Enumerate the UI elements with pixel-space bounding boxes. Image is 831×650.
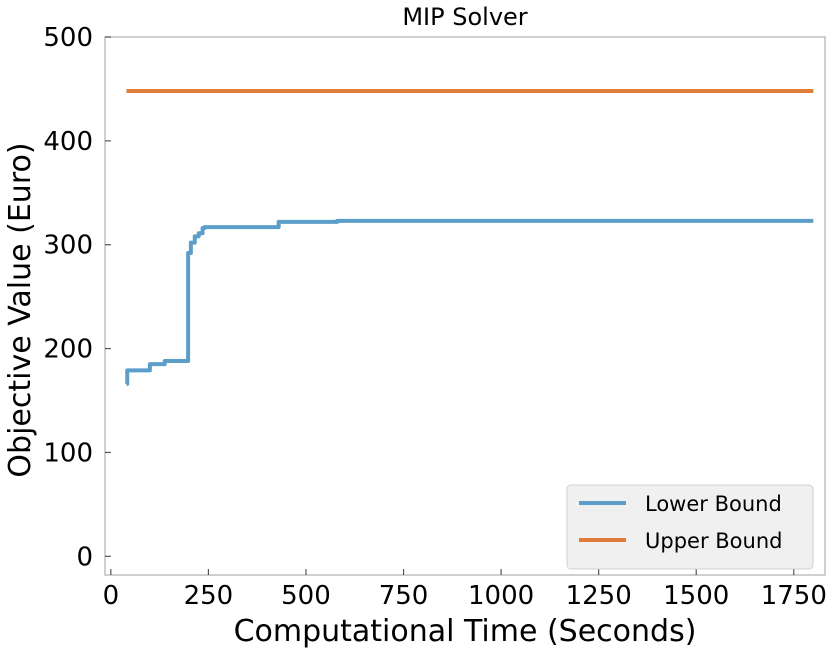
y-tick-label: 300 (43, 231, 93, 261)
legend-label-upper-bound: Upper Bound (645, 529, 782, 553)
x-tick-label: 750 (379, 581, 429, 611)
legend-label-lower-bound: Lower Bound (645, 492, 782, 516)
y-tick-label: 400 (43, 127, 93, 157)
y-axis-label: Objective Value (Euro) (3, 142, 38, 477)
x-tick-label: 500 (281, 581, 331, 611)
chart-title: MIP Solver (402, 3, 527, 31)
x-ticks: 0 250 500 750 1000 1250 1500 1750 (103, 569, 827, 611)
legend: Lower Bound Upper Bound (566, 484, 814, 570)
x-tick-label: 1750 (761, 581, 827, 611)
series-layer (125, 89, 814, 386)
plot-frame (104, 36, 826, 576)
x-tick-label: 1250 (566, 581, 632, 611)
y-ticks: 0 100 200 300 400 500 (43, 23, 111, 572)
series-line-lower-bound (125, 218, 814, 386)
y-tick-label: 0 (76, 542, 93, 572)
x-tick-label: 250 (184, 581, 234, 611)
x-tick-label: 0 (103, 581, 120, 611)
x-axis-label: Computational Time (Seconds) (234, 614, 697, 649)
y-tick-label: 100 (43, 438, 93, 468)
x-tick-label: 1500 (663, 581, 729, 611)
legend-box (566, 484, 814, 570)
y-tick-label: 500 (43, 23, 93, 53)
x-tick-label: 1000 (468, 581, 534, 611)
y-tick-label: 200 (43, 335, 93, 365)
